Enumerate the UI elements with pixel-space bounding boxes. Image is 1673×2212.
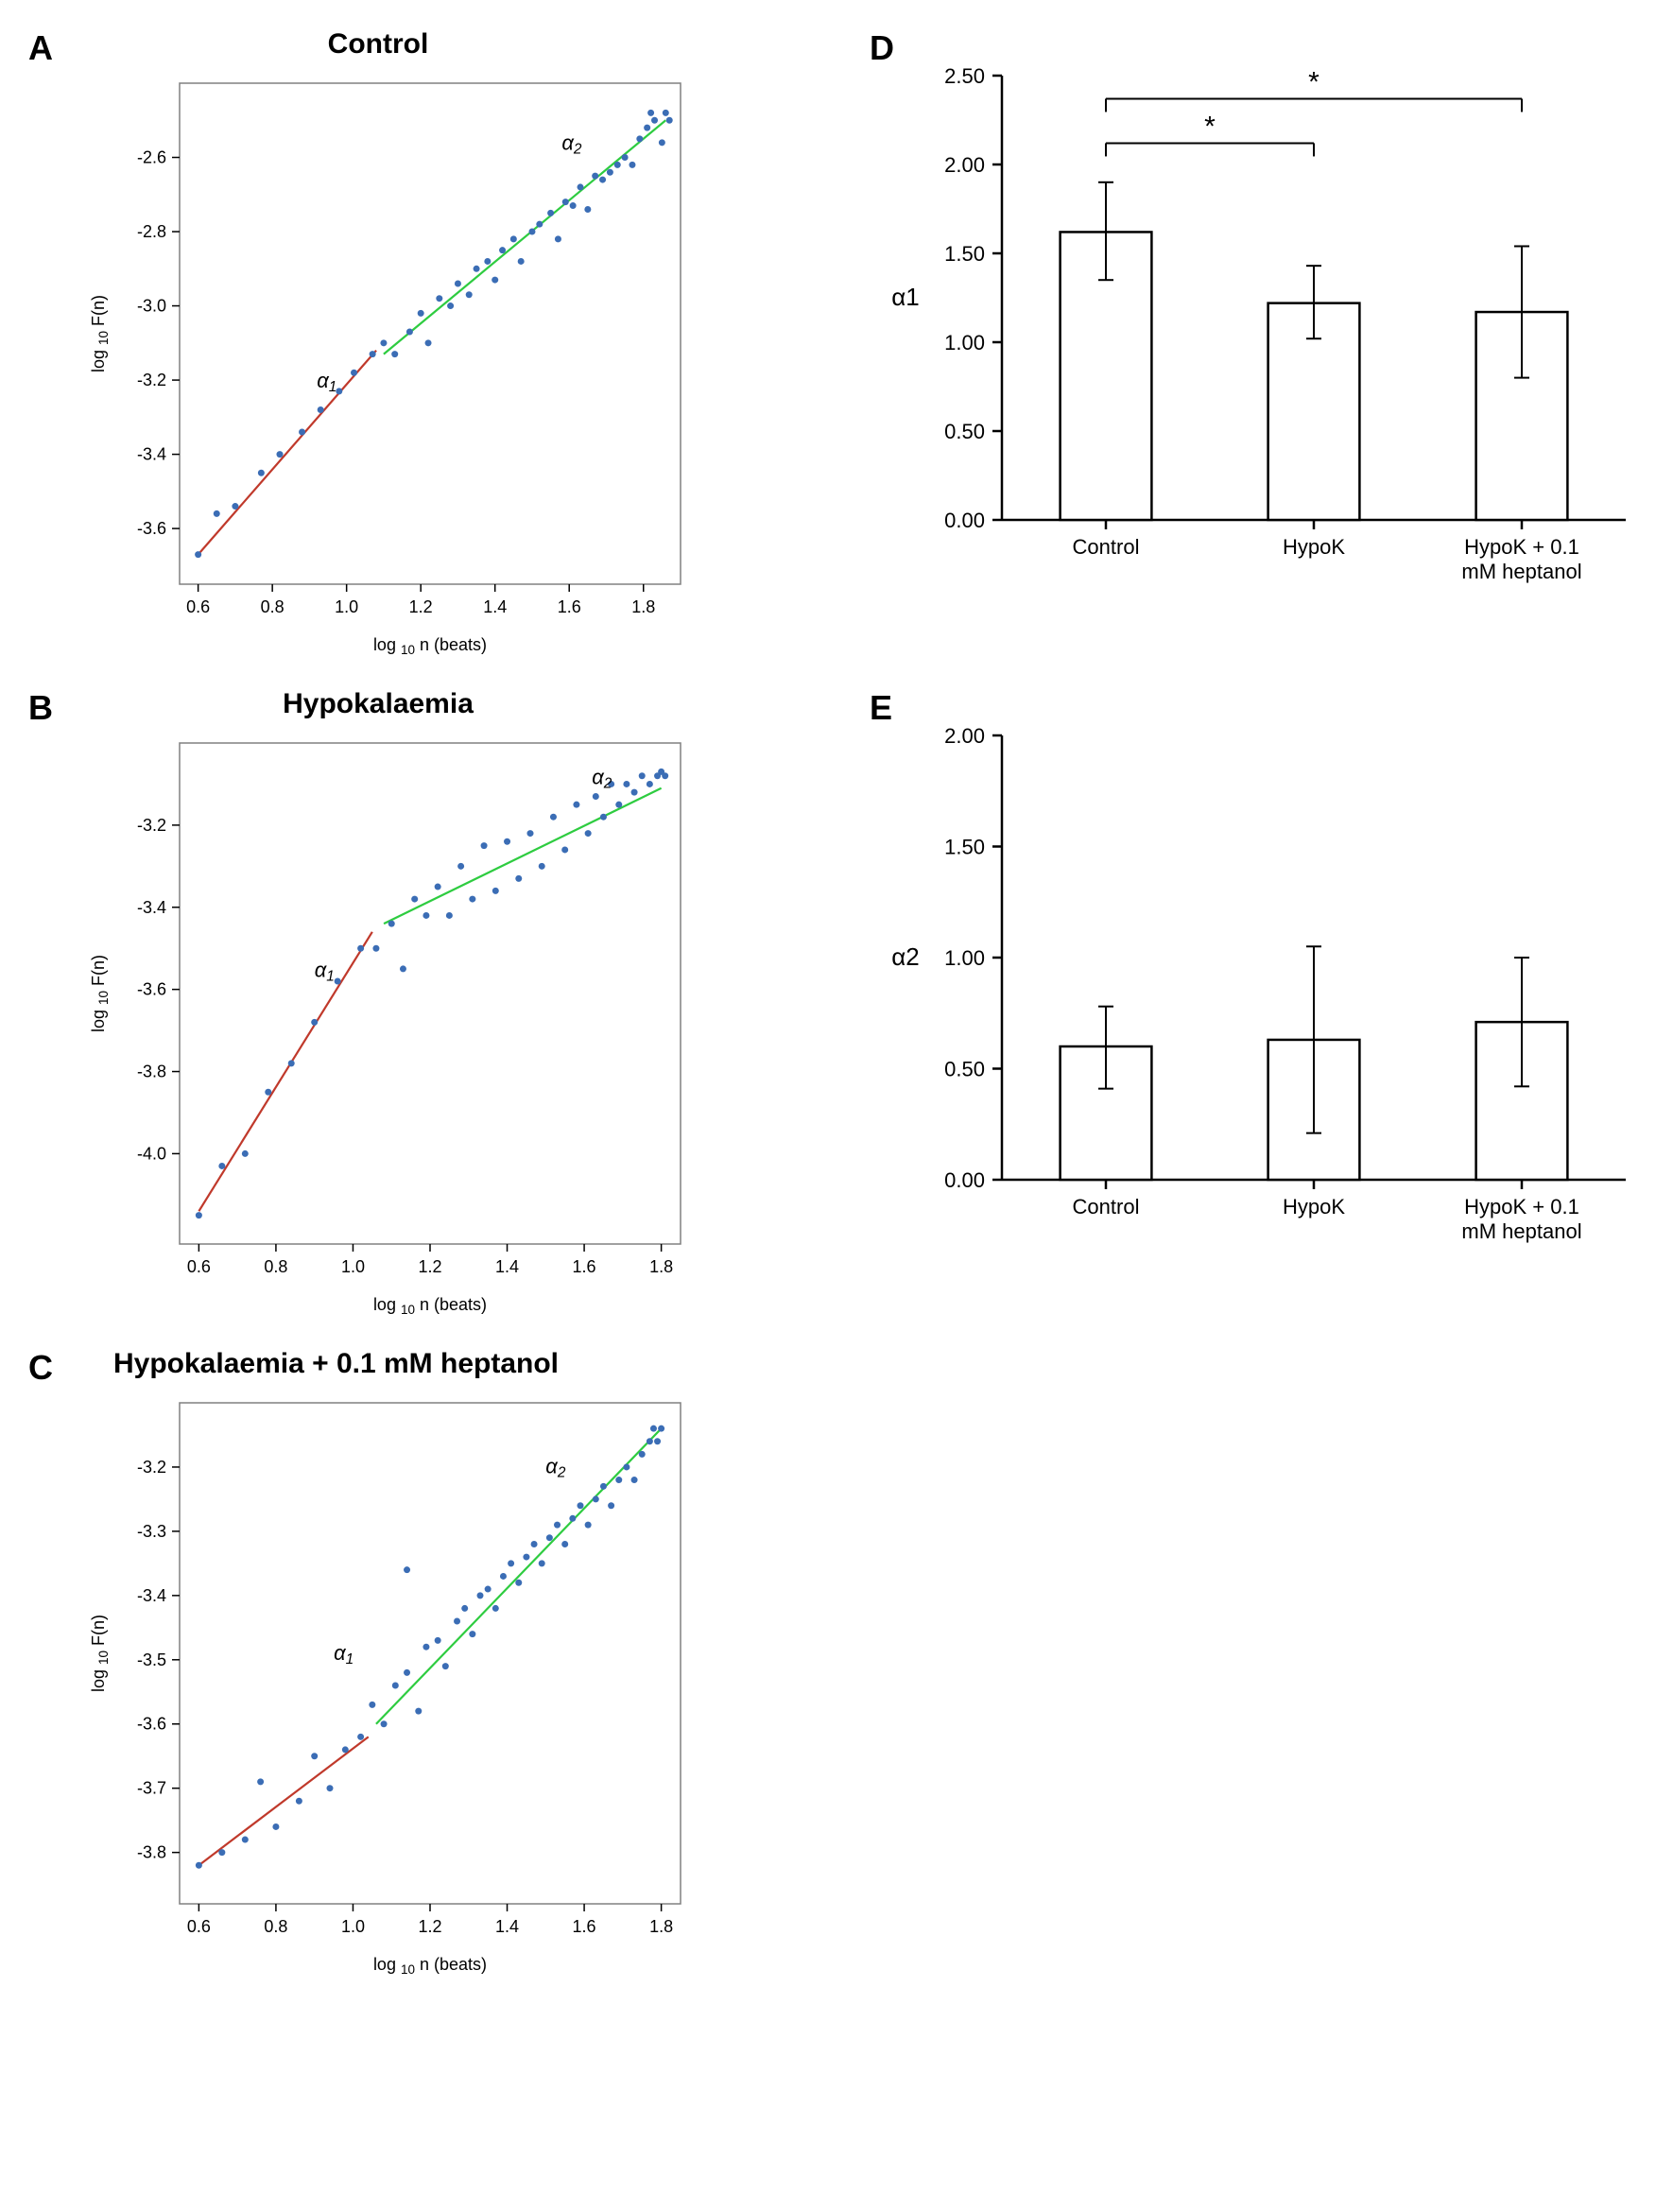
svg-text:α2: α2	[545, 1455, 566, 1481]
svg-text:1.8: 1.8	[649, 1917, 673, 1936]
panel-a: A Control 0.6 0.8 1.0 1.2 1.4 1.6 1.8 -3.6 -3.4 -…	[19, 28, 851, 669]
svg-text:-2.8: -2.8	[137, 222, 166, 241]
svg-text:-3.2: -3.2	[137, 816, 166, 835]
svg-text:1.50: 1.50	[944, 242, 985, 266]
svg-text:HypoK + 0.1: HypoK + 0.1	[1464, 535, 1579, 559]
svg-text:α1: α1	[315, 959, 335, 985]
svg-text:1.4: 1.4	[495, 1257, 519, 1276]
svg-text:1.50: 1.50	[944, 836, 985, 859]
svg-text:1.4: 1.4	[483, 597, 507, 616]
svg-text:HypoK: HypoK	[1283, 1195, 1345, 1218]
panel-c-title: Hypokalaemia + 0.1 mM heptanol	[113, 1348, 851, 1380]
svg-text:log 10 n (beats): log 10 n (beats)	[373, 1295, 487, 1317]
svg-text:2.50: 2.50	[944, 64, 985, 88]
svg-text:0.8: 0.8	[261, 597, 285, 616]
svg-text:-2.6: -2.6	[137, 148, 166, 167]
svg-text:-3.0: -3.0	[137, 297, 166, 316]
panel-c: C Hypokalaemia + 0.1 mM heptanol 0.6 0.8 1…	[19, 1348, 851, 1989]
svg-text:HypoK: HypoK	[1283, 535, 1345, 559]
svg-text:1.6: 1.6	[573, 1917, 596, 1936]
panel-a-chart: 0.6 0.8 1.0 1.2 1.4 1.6 1.8 -3.6 -3.4 -3.2 -3.0 -2.…	[19, 64, 737, 669]
panel-e-letter: E	[870, 688, 892, 728]
svg-text:α2: α2	[561, 131, 582, 158]
svg-text:*: *	[1308, 66, 1319, 97]
panel-b: B Hypokalaemia 0.6 0.8 1.0 1.2 1.4 1.6 1.8 -4.0…	[19, 688, 851, 1329]
svg-text:Control: Control	[1073, 535, 1140, 559]
panel-a-letter: A	[28, 28, 53, 68]
svg-text:1.8: 1.8	[649, 1257, 673, 1276]
svg-text:0.50: 0.50	[944, 1058, 985, 1081]
svg-text:-3.8: -3.8	[137, 1843, 166, 1862]
svg-text:1.0: 1.0	[335, 597, 358, 616]
svg-text:α1: α1	[334, 1641, 354, 1668]
svg-text:0.00: 0.00	[944, 509, 985, 532]
panel-b-title: Hypokalaemia	[19, 688, 851, 720]
svg-text:1.00: 1.00	[944, 331, 985, 354]
figure-grid: A Control 0.6 0.8 1.0 1.2 1.4 1.6 1.8 -3.6 -3.4 -…	[19, 28, 1654, 1989]
svg-text:*: *	[1204, 111, 1216, 142]
svg-text:-3.8: -3.8	[137, 1063, 166, 1081]
svg-text:-3.6: -3.6	[137, 519, 166, 538]
svg-text:log 10 F(n): log 10 F(n)	[89, 955, 111, 1032]
panel-c-letter: C	[28, 1348, 53, 1388]
svg-text:HypoK + 0.1: HypoK + 0.1	[1464, 1195, 1579, 1218]
svg-text:-3.2: -3.2	[137, 371, 166, 389]
svg-text:-3.6: -3.6	[137, 1715, 166, 1734]
svg-text:1.6: 1.6	[573, 1257, 596, 1276]
svg-text:α1: α1	[891, 283, 920, 311]
svg-text:α2: α2	[891, 942, 920, 971]
svg-text:2.00: 2.00	[944, 153, 985, 177]
svg-text:0.00: 0.00	[944, 1168, 985, 1192]
svg-text:-4.0: -4.0	[137, 1144, 166, 1163]
svg-text:1.00: 1.00	[944, 946, 985, 970]
svg-text:-3.3: -3.3	[137, 1522, 166, 1541]
svg-text:log 10 n (beats): log 10 n (beats)	[373, 635, 487, 657]
svg-text:mM heptanol: mM heptanol	[1461, 560, 1581, 583]
panel-d: D 0.00 0.50 1.00 1.50 2.00 2.50 α1 Control HypoK…	[860, 28, 1673, 669]
svg-text:log 10 F(n): log 10 F(n)	[89, 295, 111, 372]
svg-text:1.2: 1.2	[418, 1917, 441, 1936]
svg-text:log 10 F(n): log 10 F(n)	[89, 1615, 111, 1692]
panel-d-letter: D	[870, 28, 894, 68]
svg-text:-3.4: -3.4	[137, 898, 166, 917]
svg-text:1.2: 1.2	[409, 597, 433, 616]
svg-text:0.6: 0.6	[187, 1257, 211, 1276]
svg-text:1.0: 1.0	[341, 1917, 365, 1936]
svg-text:-3.2: -3.2	[137, 1458, 166, 1477]
svg-text:1.6: 1.6	[558, 597, 581, 616]
panel-c-chart: 0.6 0.8 1.0 1.2 1.4 1.6 1.8 -3.8 -3.7 -3.6 -3.5 -3.…	[19, 1384, 737, 1989]
svg-text:α1: α1	[317, 369, 336, 395]
svg-text:-3.4: -3.4	[137, 1586, 166, 1605]
svg-text:-3.4: -3.4	[137, 445, 166, 464]
svg-text:mM heptanol: mM heptanol	[1461, 1219, 1581, 1243]
svg-text:0.8: 0.8	[264, 1917, 287, 1936]
svg-text:2.00: 2.00	[944, 724, 985, 748]
svg-text:0.8: 0.8	[264, 1257, 287, 1276]
svg-text:Control: Control	[1073, 1195, 1140, 1218]
panel-b-letter: B	[28, 688, 53, 728]
panel-a-title: Control	[19, 28, 851, 60]
svg-text:1.0: 1.0	[341, 1257, 365, 1276]
svg-text:0.6: 0.6	[187, 1917, 211, 1936]
panel-e-chart: 0.00 0.50 1.00 1.50 2.00 α2 Control HypoK HypoK …	[860, 688, 1654, 1293]
svg-text:1.8: 1.8	[631, 597, 655, 616]
svg-text:0.6: 0.6	[186, 597, 210, 616]
svg-text:-3.6: -3.6	[137, 980, 166, 999]
svg-text:1.4: 1.4	[495, 1917, 519, 1936]
svg-text:1.2: 1.2	[418, 1257, 441, 1276]
panel-e: E 0.00 0.50 1.00 1.50 2.00 α2 Control HypoK Hypo…	[860, 688, 1673, 1329]
panel-b-chart: 0.6 0.8 1.0 1.2 1.4 1.6 1.8 -4.0 -3.8 -3.6 -3.4 -3.…	[19, 724, 737, 1329]
svg-text:-3.5: -3.5	[137, 1650, 166, 1669]
svg-text:-3.7: -3.7	[137, 1779, 166, 1798]
svg-text:log 10 n (beats): log 10 n (beats)	[373, 1955, 487, 1977]
svg-text:α2: α2	[592, 765, 612, 791]
panel-d-chart: 0.00 0.50 1.00 1.50 2.00 2.50 α1 Control HypoK Hy…	[860, 28, 1654, 633]
svg-text:0.50: 0.50	[944, 420, 985, 443]
